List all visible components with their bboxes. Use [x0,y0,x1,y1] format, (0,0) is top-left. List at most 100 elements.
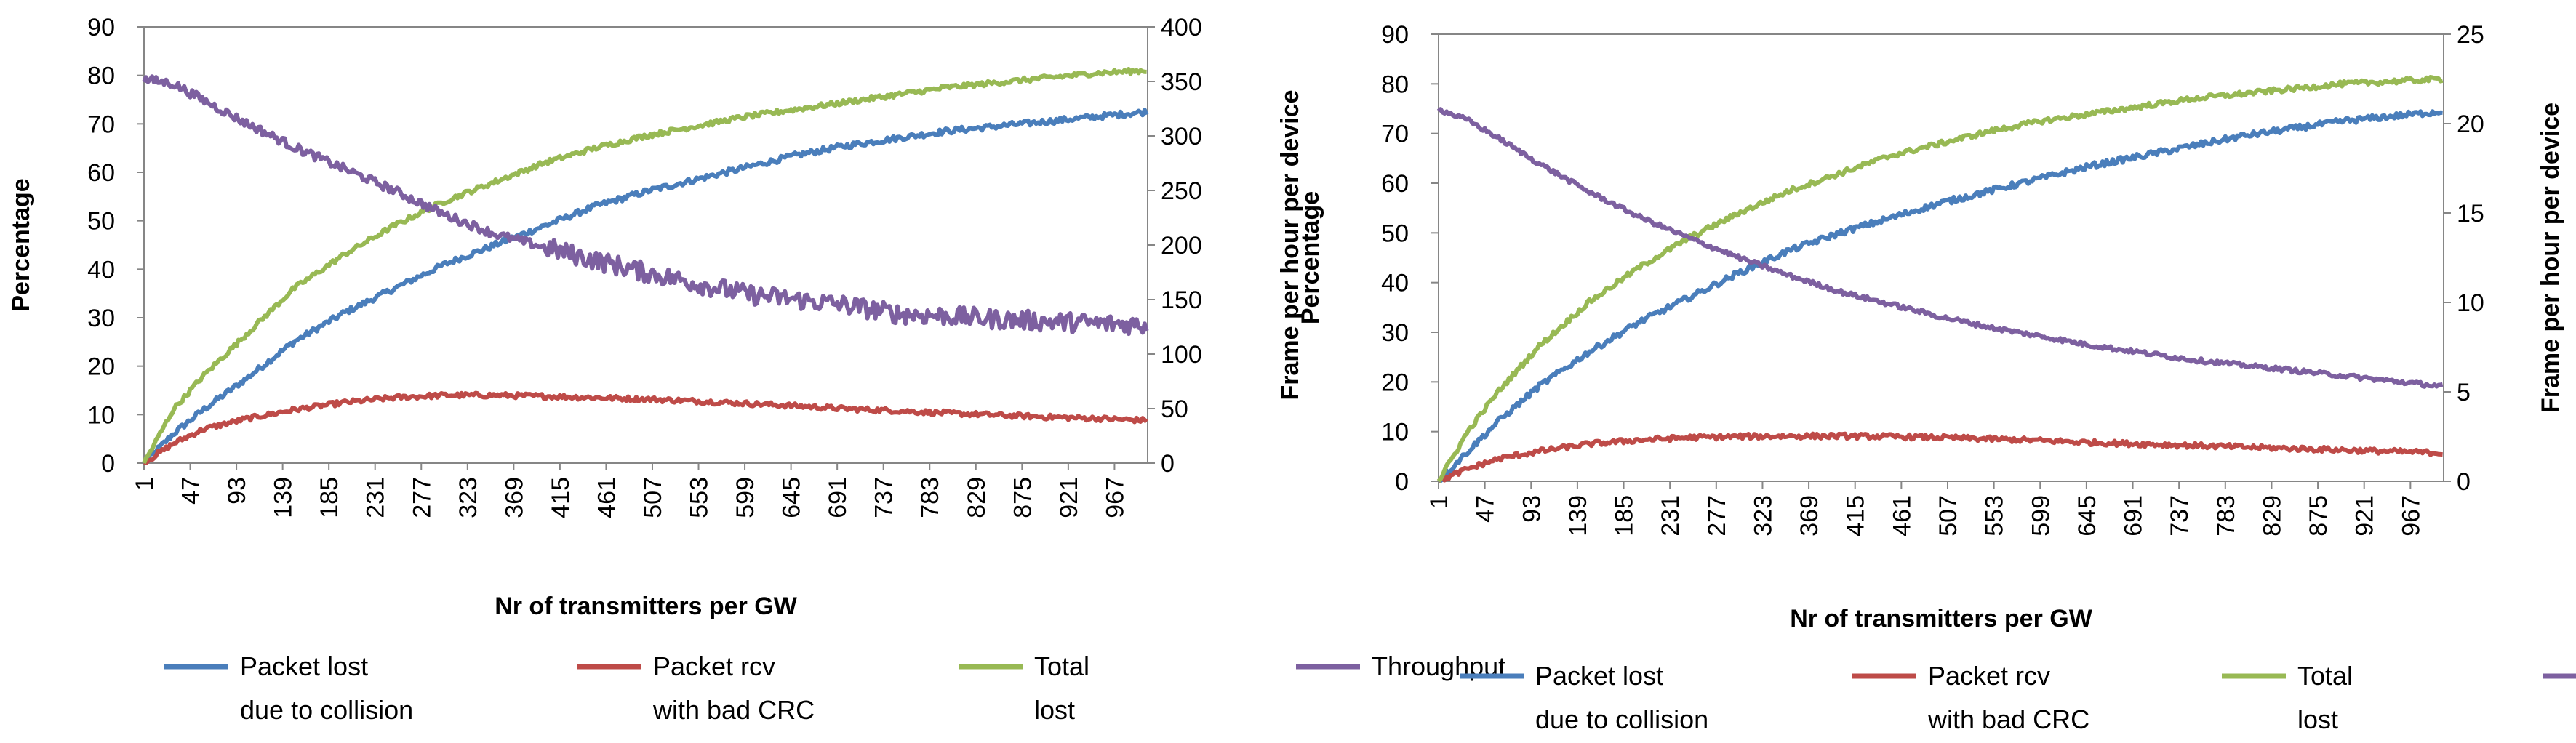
y-tick-label: 80 [1381,71,1409,98]
x-tick-label: 461 [1888,495,1916,537]
x-tick-label: 231 [1657,495,1684,537]
y-tick-label: 30 [1381,319,1409,347]
x-tick-label: 553 [686,477,713,518]
y-tick-label: 60 [87,159,115,187]
y-axis-title: Percentage [1297,191,1324,324]
y-tick-label: 90 [87,14,115,41]
x-tick-label: 369 [1796,495,1823,537]
y2-tick-label: 25 [2457,21,2484,49]
x-tick-label: 93 [1518,495,1545,523]
x-tick-label: 277 [1703,495,1731,537]
x-tick-label: 967 [2397,495,2425,537]
x-tick-label: 47 [177,477,205,505]
x-tick-label: 875 [2305,495,2332,537]
y2-tick-label: 5 [2457,379,2471,406]
legend-label: Packet rcv with bad CRC [1927,661,2089,734]
x-tick-label: 415 [1842,495,1870,537]
x-tick-label: 599 [732,477,759,518]
y2-axis-title: Frame per hour per device [1276,89,1304,400]
y-tick-label: 10 [1381,419,1409,446]
series-line-packet-lost-due-to-collision [143,108,1149,465]
y2-axis-title: Frame per hour per device [2537,103,2564,413]
series-line-packet-lost-due-to-collision [1438,109,2443,483]
y2-tick-label: 100 [1161,341,1202,369]
x-tick-label: 1 [131,477,159,491]
x-tick-label: 231 [362,477,390,518]
y-tick-label: 20 [87,353,115,381]
legend-label: Total lost [2297,661,2353,734]
y2-tick-label: 400 [1161,14,1202,41]
series-line-throughput [1436,107,2444,389]
x-tick-label: 185 [316,477,343,518]
y2-tick-label: 300 [1161,123,1202,150]
y-tick-label: 50 [87,208,115,236]
x-tick-label: 691 [2120,495,2148,537]
x-tick-label: 415 [547,477,575,518]
y-tick-label: 70 [1381,121,1409,148]
x-tick-label: 967 [1101,477,1129,518]
x-tick-label: 1 [1425,495,1453,509]
legend-label: Packet lost due to collision [240,651,413,725]
chart-right: 0 10 20 30 40 50 60 70 80 90 0 5 10 15 20 25 1 47 93 139 185… [1297,21,2576,734]
x-axis-title: Nr of transmitters per GW [495,593,798,620]
y-tick-label: 40 [87,256,115,284]
y2-tick-label: 350 [1161,68,1202,96]
x-axis-title: Nr of transmitters per GW [1790,605,2093,632]
x-tick-label: 599 [2027,495,2055,537]
x-tick-label: 737 [871,477,898,518]
y2-tick-label: 0 [2457,468,2471,496]
y-tick-label: 10 [87,401,115,429]
plot-area [1438,33,2444,482]
x-tick-label: 875 [1009,477,1036,518]
y2-tick-label: 50 [1161,395,1188,423]
y2-tick-label: 200 [1161,232,1202,260]
y-tick-label: 30 [87,305,115,332]
y2-tick-label: 0 [1161,450,1175,478]
y-tick-label: 40 [1381,270,1409,297]
x-tick-label: 691 [824,477,852,518]
series-line-total-lost [1436,75,2444,483]
x-tick-label: 47 [1472,495,1500,523]
x-tick-label: 139 [270,477,297,518]
y-tick-label: 70 [87,111,115,138]
x-tick-label: 93 [223,477,251,505]
legend-label: Packet rcv with bad CRC [652,651,815,725]
series-line-total-lost [142,67,1147,465]
y-axis-title: Percentage [7,178,35,311]
x-tick-label: 829 [2258,495,2286,537]
x-tick-label: 553 [1981,495,2009,537]
x-tick-label: 921 [2351,495,2379,537]
series-line-throughput [142,74,1149,337]
series-line-packet-rcv-with-bad-crc [143,390,1148,465]
y-tick-label: 60 [1381,170,1409,198]
x-tick-label: 645 [778,477,806,518]
x-tick-label: 507 [1935,495,1962,537]
series-line-packet-rcv-with-bad-crc [1437,431,2443,483]
chart-left: 0102030405060708090050100150200250300350… [7,14,1505,725]
y-tick-label: 0 [1395,468,1409,496]
x-tick-label: 461 [593,477,620,518]
x-tick-label: 323 [455,477,482,518]
y-tick-label: 90 [1381,21,1409,49]
y2-tick-label: 250 [1161,177,1202,205]
y-tick-label: 20 [1381,369,1409,396]
y2-tick-label: 15 [2457,200,2484,228]
legend-label: Packet lost due to collision [1535,661,1708,734]
x-tick-label: 369 [500,477,528,518]
x-tick-label: 277 [408,477,436,518]
x-tick-label: 139 [1564,495,1592,537]
y-tick-label: 80 [87,63,115,90]
y-tick-label: 50 [1381,220,1409,247]
x-tick-label: 323 [1749,495,1777,537]
y2-tick-label: 20 [2457,111,2484,138]
y-tick-label: 0 [101,450,115,478]
x-tick-label: 737 [2166,495,2193,537]
y2-tick-label: 10 [2457,289,2484,317]
y2-tick-label: 150 [1161,286,1202,314]
x-tick-label: 783 [916,477,944,518]
x-tick-label: 185 [1611,495,1639,537]
legend-label: Total lost [1034,651,1089,725]
x-tick-label: 645 [2073,495,2101,537]
x-tick-label: 783 [2212,495,2240,537]
